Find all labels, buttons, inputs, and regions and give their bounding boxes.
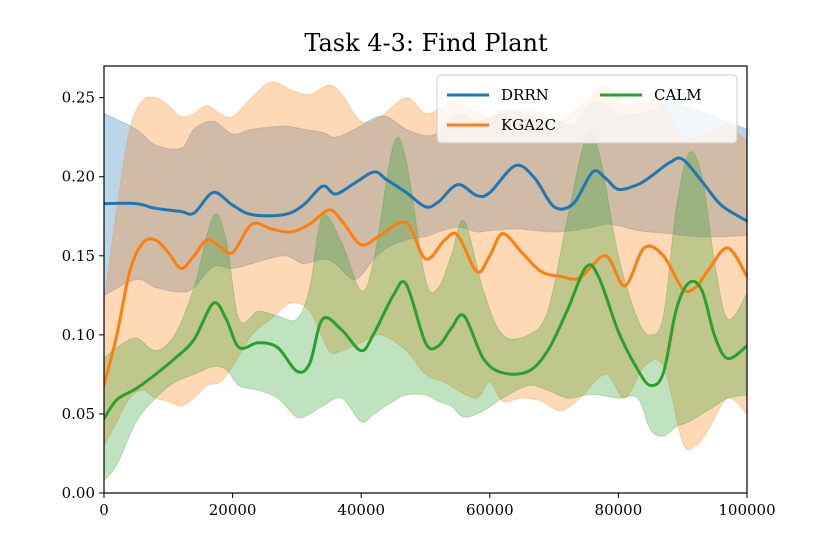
line-calm bbox=[104, 263, 747, 421]
x-tick-label: 80000 bbox=[595, 501, 643, 519]
band-drrn bbox=[104, 100, 747, 296]
x-tick-label: 60000 bbox=[466, 501, 514, 519]
chart-title: Task 4-3: Find Plant bbox=[304, 29, 548, 57]
plot-frame bbox=[103, 65, 748, 494]
confidence-bands bbox=[104, 81, 747, 482]
x-tick-label: 40000 bbox=[337, 501, 385, 519]
x-tick-label: 20000 bbox=[209, 501, 257, 519]
y-tick-label: 0.10 bbox=[62, 326, 95, 344]
legend-label-drrn: DRRN bbox=[501, 86, 549, 104]
axis-ticks: 0 20000 40000 60000 80000 100000 0.00 0.05 0.10 0… bbox=[62, 89, 776, 519]
legend: DRRN KGA2C CALM bbox=[436, 74, 738, 144]
legend-box bbox=[436, 74, 738, 144]
y-tick-label: 0.05 bbox=[62, 405, 95, 423]
x-tick-label: 100000 bbox=[718, 501, 775, 519]
y-tick-label: 0.20 bbox=[62, 168, 95, 186]
y-tick-label: 0.00 bbox=[62, 484, 95, 502]
legend-label-calm: CALM bbox=[654, 86, 702, 104]
series-lines bbox=[104, 156, 747, 421]
y-tick-label: 0.15 bbox=[62, 247, 95, 265]
x-tick-label: 0 bbox=[99, 501, 109, 519]
y-tick-label: 0.25 bbox=[62, 89, 95, 107]
band-kga2c bbox=[104, 81, 747, 451]
legend-label-kga2c: KGA2C bbox=[501, 116, 556, 134]
line-kga2c bbox=[104, 208, 747, 387]
line-drrn bbox=[104, 156, 747, 223]
band-calm bbox=[104, 131, 747, 482]
